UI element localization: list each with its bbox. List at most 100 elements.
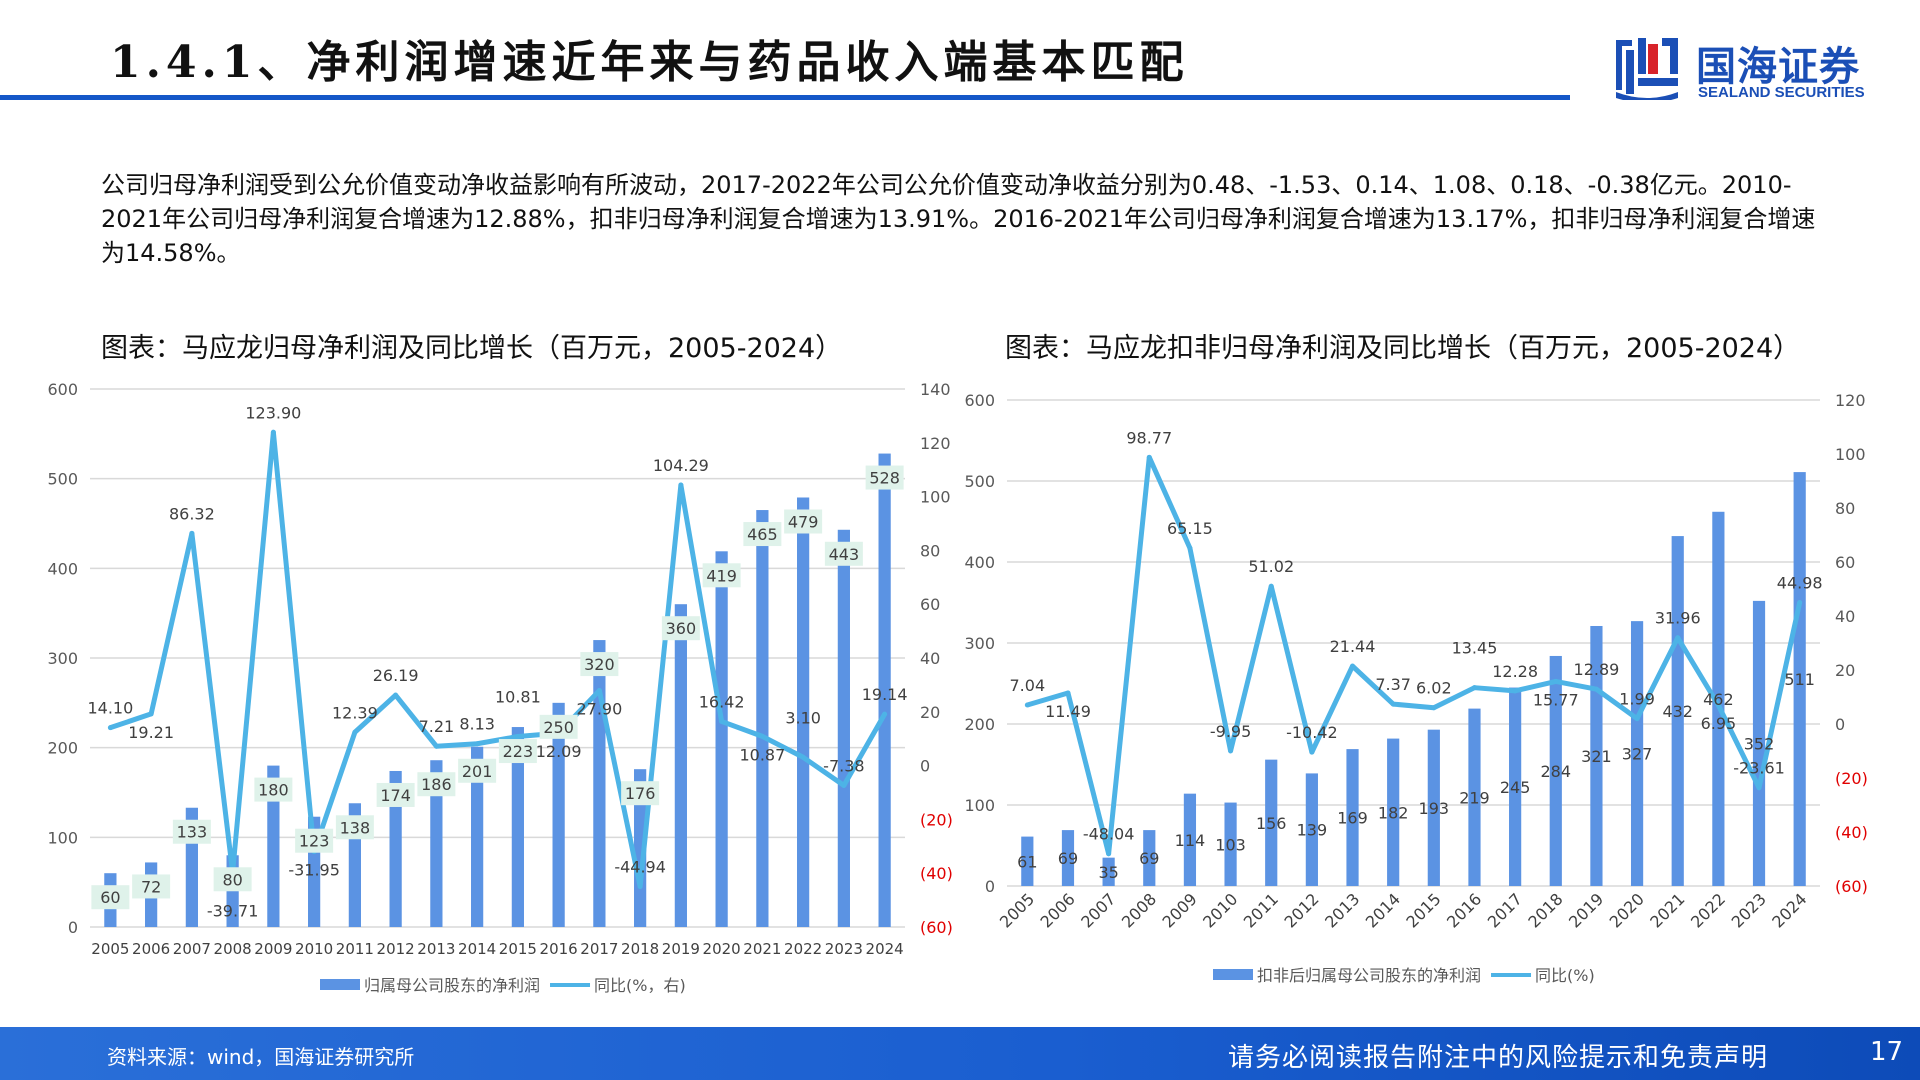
growth-line xyxy=(1026,454,1803,857)
growth-point-2013 xyxy=(433,743,439,749)
bar-2018 xyxy=(1549,655,1562,886)
y-left-tick-label: 100 xyxy=(47,828,78,847)
growth-point-2023 xyxy=(1756,785,1762,791)
growth-point-2019 xyxy=(678,482,684,488)
x-tick-label: 2019 xyxy=(662,940,700,958)
y-right-tick-label: (40) xyxy=(1835,823,1868,842)
bar-label-box xyxy=(335,815,374,840)
bar-data-label: 321 xyxy=(1581,747,1612,766)
legend-bar-label: 扣非后归属母公司股东的净利润 xyxy=(1257,966,1481,985)
bar-data-label: 61 xyxy=(1017,852,1037,871)
growth-point-2020 xyxy=(719,718,725,724)
x-tick-label: 2006 xyxy=(132,940,170,958)
bar-2020 xyxy=(1630,621,1644,886)
growth-point-2021 xyxy=(1675,635,1681,641)
bar-label-box xyxy=(743,522,782,547)
growth-point-2021 xyxy=(759,733,765,739)
y-right-tick-label: 140 xyxy=(920,380,951,399)
bar-2015 xyxy=(511,727,524,927)
growth-point-2007 xyxy=(1106,851,1112,857)
bar-data-label: 180 xyxy=(258,781,289,800)
growth-point-2005 xyxy=(1024,702,1030,708)
y-right-tick-label: (20) xyxy=(1835,769,1868,788)
growth-data-label: 7.21 xyxy=(419,717,455,736)
sealand-logo-mark-icon xyxy=(1616,38,1678,100)
bar-2007 xyxy=(1102,857,1115,886)
bar-data-label: 511 xyxy=(1784,670,1815,689)
bar-label-box xyxy=(539,714,578,739)
growth-point-2023 xyxy=(841,782,847,788)
bar-data-label: 462 xyxy=(1703,690,1734,709)
y-left-tick-label: 600 xyxy=(964,391,995,410)
x-tick-label: 2010 xyxy=(1199,889,1241,931)
y-left-tick-label: 200 xyxy=(964,715,995,734)
bar-2009 xyxy=(1183,793,1197,886)
growth-point-2015 xyxy=(515,734,521,740)
growth-data-label: 12.28 xyxy=(1492,662,1538,681)
bar-2013 xyxy=(1346,749,1359,886)
growth-point-2018 xyxy=(1553,678,1559,684)
x-tick-label: 2011 xyxy=(1240,889,1282,931)
logo-text-en: SEALAND SECURITIES xyxy=(1698,84,1865,101)
growth-data-label: 10.87 xyxy=(739,745,785,764)
y-right-tick-label: 120 xyxy=(920,434,951,453)
growth-point-2012 xyxy=(393,692,399,698)
x-tick-label: 2008 xyxy=(214,940,252,958)
growth-data-label: 7.04 xyxy=(1010,676,1046,695)
x-tick-label: 2017 xyxy=(1484,889,1526,931)
y-right-tick-label: 80 xyxy=(920,541,940,560)
x-tick-label: 2022 xyxy=(1687,889,1729,931)
growth-data-label: 6.95 xyxy=(1701,714,1737,733)
growth-data-label: 12.89 xyxy=(1574,660,1620,679)
x-tick-label: 2007 xyxy=(1077,889,1119,931)
x-tick-label: 2017 xyxy=(580,940,618,958)
bar-data-label: 156 xyxy=(1256,814,1287,833)
growth-data-label: 13.45 xyxy=(1452,639,1498,658)
bar-data-label: 69 xyxy=(1139,849,1159,868)
bar-2023 xyxy=(1752,600,1766,886)
x-tick-label: 2013 xyxy=(1321,889,1363,931)
bar-2014 xyxy=(1387,738,1400,886)
y-left-tick-label: 200 xyxy=(47,739,78,758)
bar-label-box xyxy=(254,777,293,802)
x-tick-label: 2009 xyxy=(1159,889,1201,931)
bar-data-label: 528 xyxy=(869,469,900,488)
x-tick-label: 2010 xyxy=(295,940,333,958)
y-right-tick-label: 60 xyxy=(1835,553,1855,572)
legend-bar-label: 归属母公司股东的净利润 xyxy=(364,976,540,995)
growth-point-2015 xyxy=(1431,705,1437,711)
bar-data-label: 139 xyxy=(1297,821,1328,840)
bar-label-box xyxy=(213,867,252,892)
bar-data-label: 114 xyxy=(1175,831,1206,850)
bar-2021 xyxy=(756,510,769,927)
y-left-tick-label: 100 xyxy=(964,796,995,815)
growth-data-label: 1.99 xyxy=(1619,690,1655,709)
bar-data-label: 250 xyxy=(543,718,574,737)
growth-point-2006 xyxy=(1065,690,1071,696)
x-tick-label: 2013 xyxy=(417,940,455,958)
bar-2014 xyxy=(471,746,484,927)
x-tick-label: 2021 xyxy=(1646,889,1688,931)
bar-label-box xyxy=(498,739,537,764)
growth-data-label: -10.42 xyxy=(1286,723,1338,742)
x-tick-label: 2023 xyxy=(825,940,863,958)
bar-2011 xyxy=(1265,759,1278,886)
growth-data-label: 26.19 xyxy=(373,666,419,685)
bar-label-box xyxy=(784,509,823,534)
x-tick-label: 2005 xyxy=(996,889,1038,931)
growth-data-label: 51.02 xyxy=(1248,557,1294,576)
page-number: 17 xyxy=(1870,1037,1904,1067)
footer-disclaimer[interactable]: 请务必阅读报告附注中的风险提示和免责声明 xyxy=(1228,1043,1769,1073)
bar-data-label: 219 xyxy=(1459,788,1490,807)
growth-point-2011 xyxy=(352,729,358,735)
bar-label-box xyxy=(91,885,130,910)
bar-data-label: 284 xyxy=(1541,762,1572,781)
y-left-tick-label: 500 xyxy=(47,470,78,489)
y-right-tick-label: 20 xyxy=(1835,661,1855,680)
bar-label-box xyxy=(661,616,700,641)
footer-source: 资料来源：wind，国海证券研究所 xyxy=(107,1045,415,1069)
growth-data-label: 65.15 xyxy=(1167,519,1213,538)
bar-data-label: 35 xyxy=(1098,863,1118,882)
growth-point-2022 xyxy=(1715,702,1721,708)
growth-data-label: -48.04 xyxy=(1083,825,1135,844)
